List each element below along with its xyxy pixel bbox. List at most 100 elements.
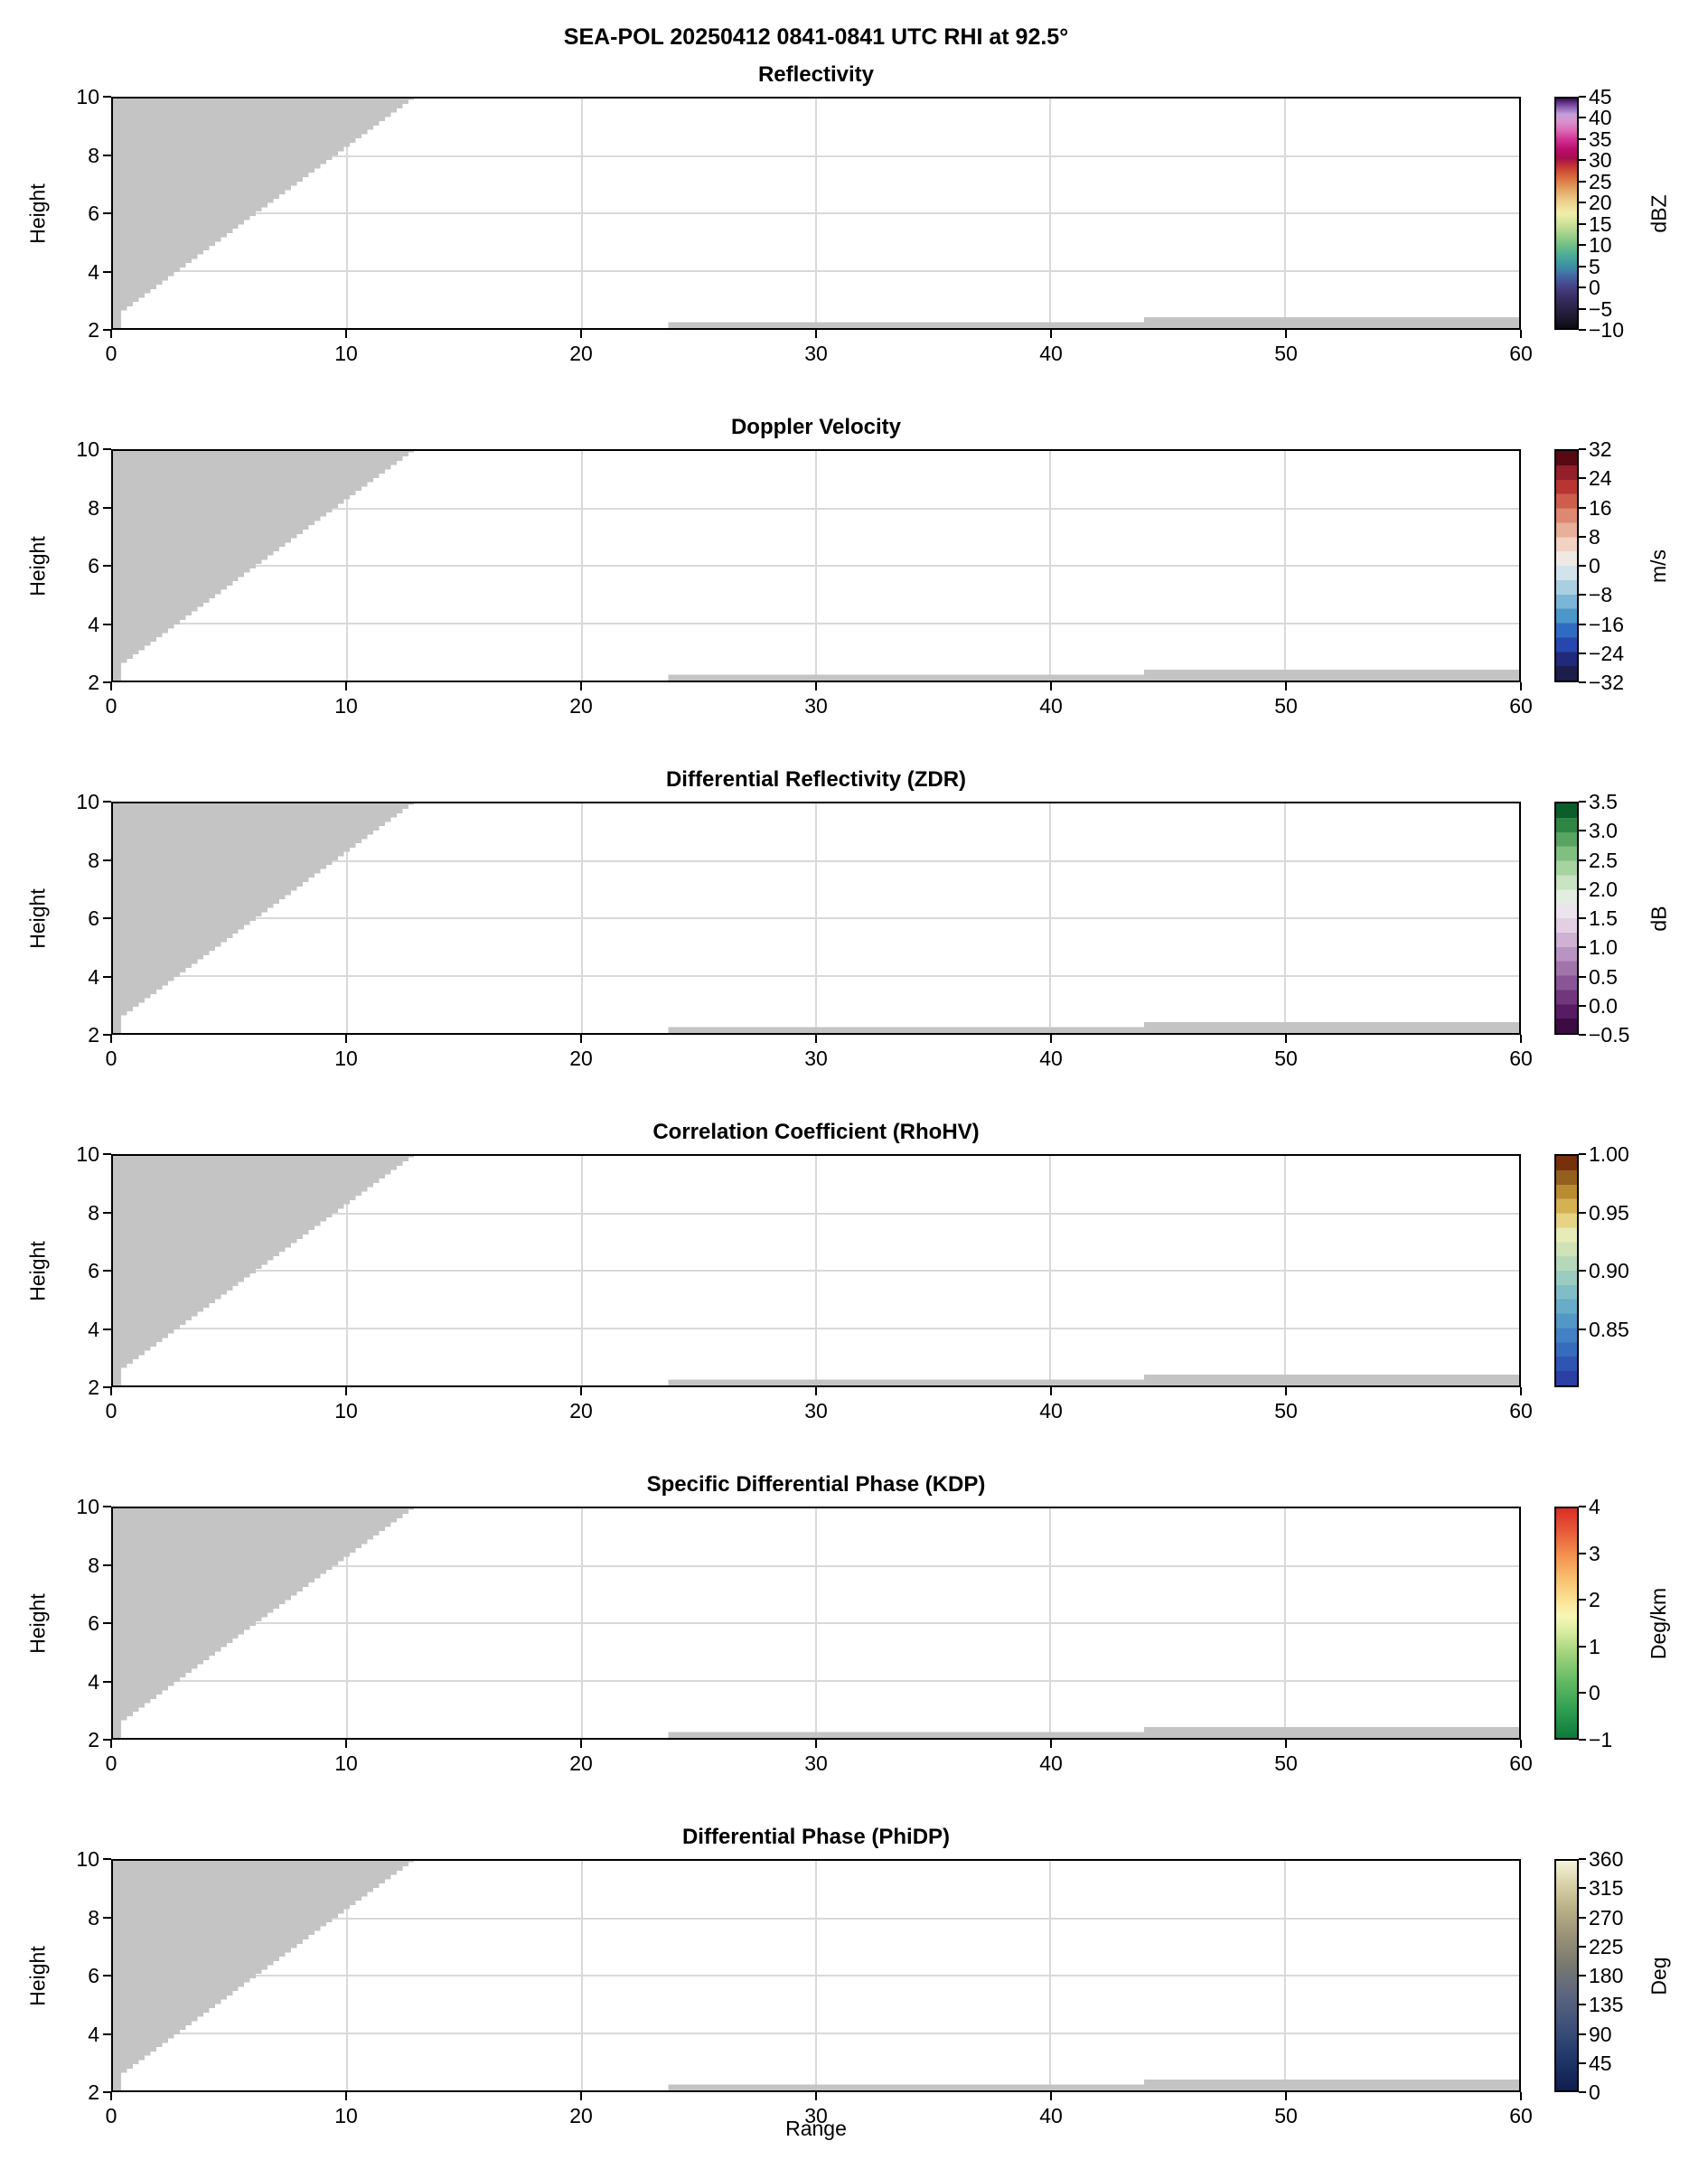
grid-line-horizontal (113, 1917, 1519, 1920)
colorbar-tick-label: 135 (1589, 1993, 1624, 2017)
grid-line-horizontal (113, 1975, 1519, 1977)
colorbar-tick (1579, 594, 1586, 596)
x-tick (1285, 1035, 1287, 1043)
panel-title: Reflectivity (757, 62, 875, 87)
y-tick-label: 4 (88, 259, 99, 284)
x-tick-label: 40 (1039, 1399, 1063, 1423)
colorbar (1554, 449, 1579, 682)
plot-area (111, 802, 1521, 1035)
x-tick-label: 50 (1274, 694, 1298, 718)
colorbar-tick-label: 24 (1589, 466, 1612, 491)
x-tick-label: 0 (105, 1047, 117, 1070)
x-tick (345, 330, 347, 338)
no-data-region (113, 1156, 1519, 1385)
y-tick (103, 1328, 111, 1330)
colorbar-tick-label: 3 (1589, 1541, 1600, 1565)
y-tick (103, 270, 111, 273)
x-tick (110, 2092, 112, 2100)
grid-line-horizontal (113, 155, 1519, 157)
x-tick-label: 60 (1509, 1399, 1533, 1423)
panel-title: Differential Reflectivity (ZDR) (665, 767, 967, 792)
no-data-strip (668, 1027, 1145, 1033)
colorbar (1554, 1507, 1579, 1740)
x-tick-label: 50 (1274, 1751, 1298, 1775)
colorbar-tick (1579, 946, 1586, 949)
colorbar-tick (1579, 1270, 1586, 1272)
colorbar-tick-label: 1.00 (1589, 1142, 1629, 1166)
colorbar-tick-label: 1.5 (1589, 906, 1618, 930)
grid-line-horizontal (113, 859, 1519, 862)
colorbar-tick (1579, 887, 1586, 890)
x-tick (1050, 330, 1052, 338)
x-tick (110, 330, 112, 338)
y-tick (103, 2091, 111, 2093)
colorbar-tick (1579, 307, 1586, 310)
colorbar-tick (1579, 1211, 1586, 1214)
y-tick (103, 212, 111, 214)
colorbar-tick (1579, 801, 1586, 803)
y-tick-label: 10 (76, 790, 99, 813)
x-tick (580, 1387, 582, 1395)
colorbar-tick (1579, 137, 1586, 140)
colorbar-tick (1579, 2033, 1586, 2035)
y-tick (103, 448, 111, 450)
x-tick-label: 40 (1039, 2104, 1063, 2127)
x-tick-label: 0 (105, 342, 117, 365)
colorbar-tick (1579, 917, 1586, 919)
colorbar-tick-label: 25 (1589, 169, 1612, 193)
grid-line-horizontal (113, 1327, 1519, 1329)
y-tick (103, 1975, 111, 1977)
y-tick (103, 681, 111, 683)
colorbar-tick-label: 1 (1589, 1634, 1600, 1658)
colorbar-tick (1579, 535, 1586, 538)
no-data-region (113, 1508, 1519, 1738)
y-tick-label: 8 (88, 1200, 99, 1225)
y-tick-label: 4 (88, 964, 99, 989)
x-tick-label: 40 (1039, 1751, 1063, 1775)
x-axis-label: Range (785, 2117, 847, 2140)
colorbar-tick-label: 2.0 (1589, 877, 1618, 901)
grid-line-horizontal (113, 212, 1519, 214)
y-tick-label: 2 (88, 1728, 99, 1751)
x-tick (1050, 1035, 1052, 1043)
colorbar-tick-label: −32 (1589, 671, 1625, 694)
colorbar-tick (1579, 1858, 1586, 1860)
colorbar-tick-label: −10 (1589, 318, 1625, 342)
x-tick (345, 2092, 347, 2100)
x-tick-label: 10 (334, 342, 358, 365)
colorbar-tick (1579, 830, 1586, 832)
y-tick (103, 1680, 111, 1683)
x-tick (580, 2092, 582, 2100)
y-tick-label: 6 (88, 202, 99, 225)
colorbar-tick-label: 35 (1589, 127, 1612, 151)
colorbar-tick (1579, 1945, 1586, 1948)
x-tick (580, 1035, 582, 1043)
no-data-staircase (113, 1508, 415, 1738)
x-tick (815, 1740, 817, 1748)
x-tick (1520, 1035, 1522, 1043)
y-tick-label: 6 (88, 1259, 99, 1282)
colorbar-tick (1579, 975, 1586, 978)
colorbar-tick (1579, 1739, 1586, 1741)
x-tick-label: 50 (1274, 342, 1298, 365)
colorbar-tick (1579, 1887, 1586, 1890)
x-tick-label: 10 (334, 2104, 358, 2127)
x-tick (1520, 330, 1522, 338)
colorbar-tick (1579, 1328, 1586, 1330)
x-tick (1285, 330, 1287, 338)
x-tick-label: 10 (334, 1047, 358, 1070)
x-tick-label: 0 (105, 694, 117, 718)
colorbar-tick-label: 270 (1589, 1905, 1624, 1930)
colorbar-tick (1579, 652, 1586, 654)
colorbar-tick (1579, 1034, 1586, 1036)
no-data-strip (668, 674, 1145, 681)
colorbar-tick (1579, 96, 1586, 98)
no-data-staircase (113, 803, 415, 1033)
colorbar-tick-label: 32 (1589, 437, 1612, 461)
no-data-strip (668, 1732, 1145, 1738)
y-tick-label: 10 (76, 437, 99, 461)
x-tick-label: 30 (804, 694, 828, 718)
colorbar-tick-label: 180 (1589, 1964, 1624, 1987)
